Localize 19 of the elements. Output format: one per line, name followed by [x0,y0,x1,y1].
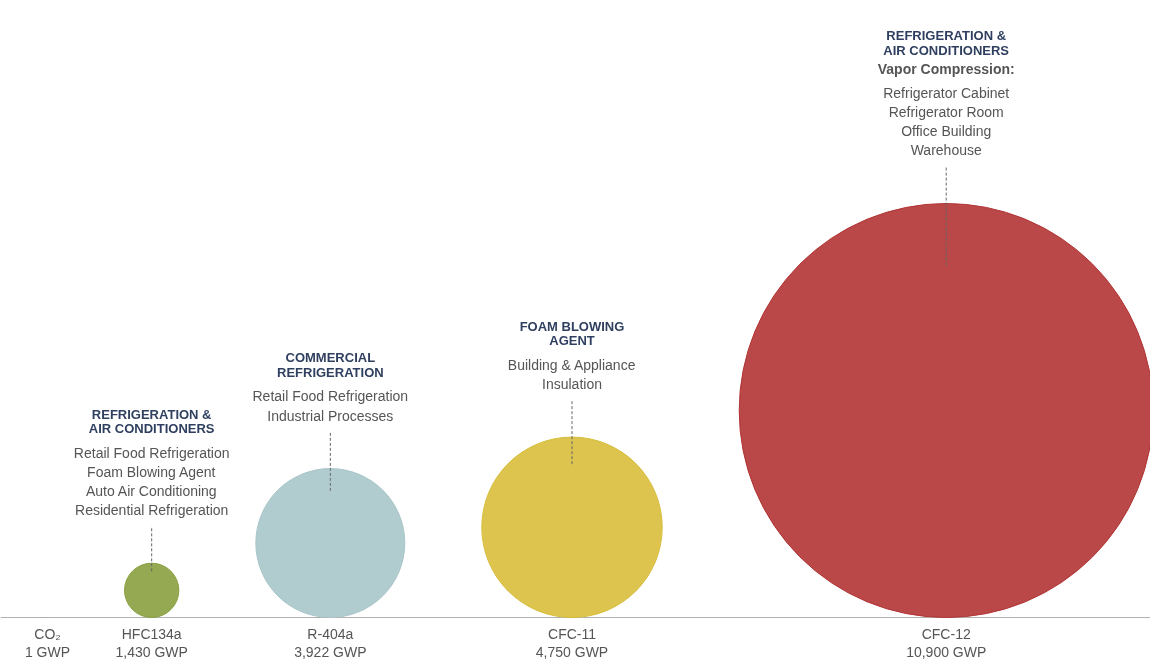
category-label: CO₂ [34,625,61,642]
data-label: 1 GWP [24,643,71,660]
text: Building & Appliance Insulation [507,356,636,393]
text: REFRIGERATION & AIR CONDITIONERS [883,28,1010,58]
category-label: HFC134a [121,625,182,642]
text: Vapor Compression: [877,60,1015,77]
category-label: CFC-12 [921,625,971,642]
text: REFRIGERATION & AIR CONDITIONERS [88,406,215,437]
data-label: 3,922 GWP [294,643,367,660]
text: COMMERCIAL REFRIGERATION [276,350,384,380]
category-label: CFC-11 [548,625,597,642]
data-label: 4,750 GWP [535,643,609,660]
category-label: R-404a [307,625,354,642]
text: Retail Food Refrigeration Foam Blowing Agent Auto Air Conditioning Residential Refrigeration [73,444,230,519]
data-label: 1,430 GWP [115,643,188,660]
text: Refrigerator Cabinet Refrigerator Room Office Building Warehouse [883,84,1010,159]
data-label: 10,900 GWP [906,643,987,660]
text: Retail Food Refrigeration Industrial Processes [252,388,409,424]
text: FOAM BLOWING AGENT [519,318,625,349]
